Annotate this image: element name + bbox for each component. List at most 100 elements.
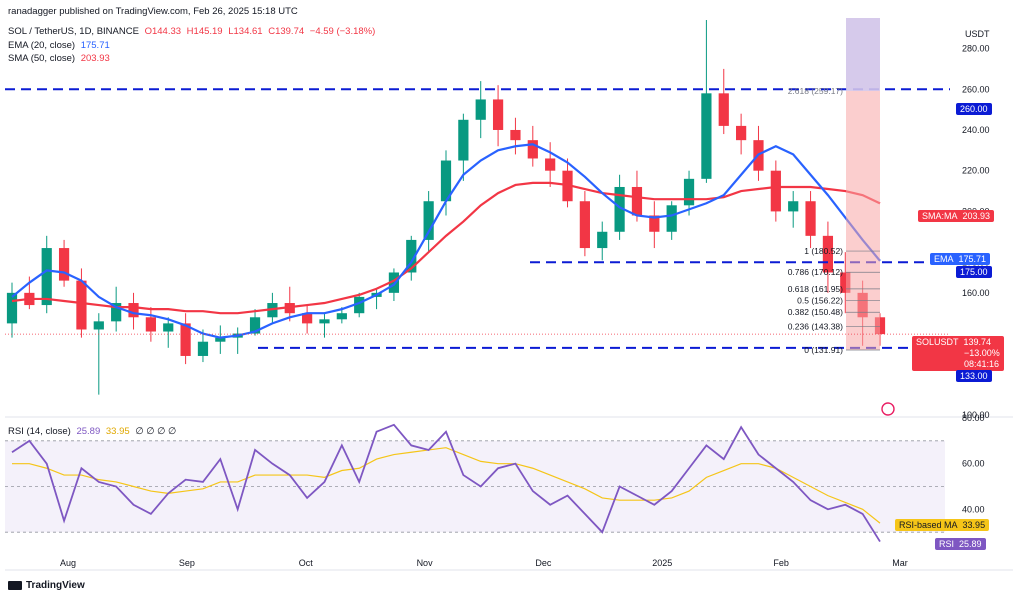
sma-50-line: [11, 181, 881, 315]
level-175-badge: 175.00: [956, 266, 992, 278]
candle-body: [718, 93, 729, 126]
price-tick-label: 240.00: [962, 125, 990, 135]
rsi-tick-label: 80.00: [962, 413, 985, 423]
candle-body: [840, 272, 851, 293]
candle-body: [458, 119, 469, 161]
fib-level-label: 0.382 (150.48): [788, 307, 843, 317]
rsi-legend[interactable]: RSI (14, close) 25.89 33.95 ∅ ∅ ∅ ∅: [8, 426, 179, 437]
time-tick-label: Sep: [179, 558, 195, 568]
candle-body: [770, 170, 781, 212]
price-badge-change: −13.00%: [964, 348, 1000, 358]
fib-level-label: 0 (131.91): [804, 345, 843, 355]
time-tick-label: Nov: [417, 558, 434, 568]
candle-body: [163, 323, 174, 332]
candle-body: [6, 292, 18, 324]
candle-body: [683, 178, 695, 206]
candle-body: [666, 205, 677, 232]
fib-retracement-zone: [846, 90, 880, 351]
tradingview-logo-icon: [8, 581, 22, 590]
price-tick-label: 160.00: [962, 288, 990, 298]
sma-badge-value: 203.93: [962, 211, 991, 221]
candle-body: [701, 93, 712, 179]
level-133-badge: 133.00: [956, 370, 992, 382]
candle-body: [492, 99, 504, 130]
price-tick-label: 220.00: [962, 166, 990, 176]
rsi-tick-label: 60.00: [962, 459, 985, 469]
rsi-tick-label: 40.00: [962, 504, 985, 514]
candle-body: [111, 303, 122, 322]
low-value: L134.61: [228, 26, 263, 37]
candle-body: [423, 201, 434, 240]
symbol-name[interactable]: SOL / TetherUS, 1D, BINANCE: [8, 26, 139, 37]
currency-label: USDT: [965, 29, 990, 39]
candle-body: [128, 303, 139, 318]
candle-body: [545, 158, 556, 171]
change-value: −4.59 (−3.18%): [309, 26, 376, 37]
fib-level-label: 1 (180.52): [804, 246, 843, 256]
fib-extension-label: 2.618 (259.17): [788, 86, 843, 96]
candle-body: [249, 317, 261, 334]
fib-level-label: 0.236 (143.38): [788, 322, 843, 332]
candle-body: [614, 186, 625, 232]
price-badge-countdown: 08:41:16: [964, 359, 1000, 369]
candle-body: [805, 201, 816, 236]
tradingview-logo[interactable]: TradingView: [8, 580, 85, 591]
close-value: C139.74: [268, 26, 305, 37]
rsi-badge: RSI 25.89: [935, 538, 986, 550]
high-value: H145.19: [186, 26, 223, 37]
rsi-legend-extras: ∅ ∅ ∅ ∅: [135, 426, 177, 437]
ema-badge-value: 175.71: [958, 254, 987, 264]
candle-body: [406, 239, 417, 273]
price-badge-symbol: SOLUSDT: [916, 337, 959, 347]
time-tick-label: Mar: [892, 558, 908, 568]
time-tick-label: Dec: [535, 558, 552, 568]
rsi-ma-badge-name: RSI-based MA: [899, 520, 958, 530]
candle-body: [475, 99, 486, 120]
candle-body: [76, 280, 87, 330]
sma-badge: SMA:MA 203.93: [918, 210, 995, 222]
rsi-ma-badge-value: 33.95: [962, 520, 986, 530]
level-260-badge: 260.00: [956, 103, 992, 115]
ema-badge: EMA 175.71: [930, 253, 991, 265]
candle-body: [145, 317, 156, 332]
ema-legend-value: 175.71: [80, 40, 110, 51]
sma-legend[interactable]: SMA (50, close) 203.93: [8, 53, 113, 64]
candle-body: [41, 248, 52, 306]
candle-body: [822, 235, 834, 273]
candle-body: [527, 140, 538, 159]
candle-body: [336, 313, 347, 320]
rsi-legend-ma: 33.95: [105, 426, 130, 437]
time-tick-label: Oct: [299, 558, 314, 568]
ema-legend[interactable]: EMA (20, close) 175.71: [8, 40, 113, 51]
time-tick-label: Aug: [60, 558, 76, 568]
ema-legend-label: EMA (20, close): [8, 40, 76, 51]
candle-body: [597, 231, 608, 249]
candle-body: [510, 129, 521, 141]
price-tick-label: 100.00: [962, 410, 990, 420]
sma-legend-value: 203.93: [80, 53, 110, 64]
price-tick-label: 260.00: [962, 84, 990, 94]
ema-20-line: [11, 143, 881, 339]
sma-badge-name: SMA:MA: [922, 211, 958, 221]
fib-level-label: 0.618 (161.95): [788, 284, 843, 294]
rsi-legend-value: 25.89: [76, 426, 101, 437]
rsi-line: [11, 423, 881, 543]
price-badge-value: 139.74: [963, 337, 992, 347]
ema-badge-name: EMA: [934, 254, 954, 264]
candle-body: [579, 201, 590, 249]
alert-icon: [881, 402, 895, 416]
candle-body: [302, 313, 313, 324]
rsi-badge-name: RSI: [939, 539, 955, 549]
fib-extension-zone: [846, 18, 880, 91]
publisher-line: ranadagger published on TradingView.com,…: [8, 6, 298, 17]
rsi-ma-badge: RSI-based MA 33.95: [895, 519, 990, 531]
price-badge: SOLUSDT 139.74 −13.00% 08:41:16: [912, 336, 1004, 371]
candle-body: [180, 323, 191, 356]
candle-body: [93, 321, 104, 330]
price-tick-label: 280.00: [962, 44, 990, 54]
candle-body: [440, 160, 452, 202]
sma-legend-label: SMA (50, close): [8, 53, 76, 64]
rsi-ma-line: [12, 447, 881, 524]
candle-body: [215, 337, 226, 342]
